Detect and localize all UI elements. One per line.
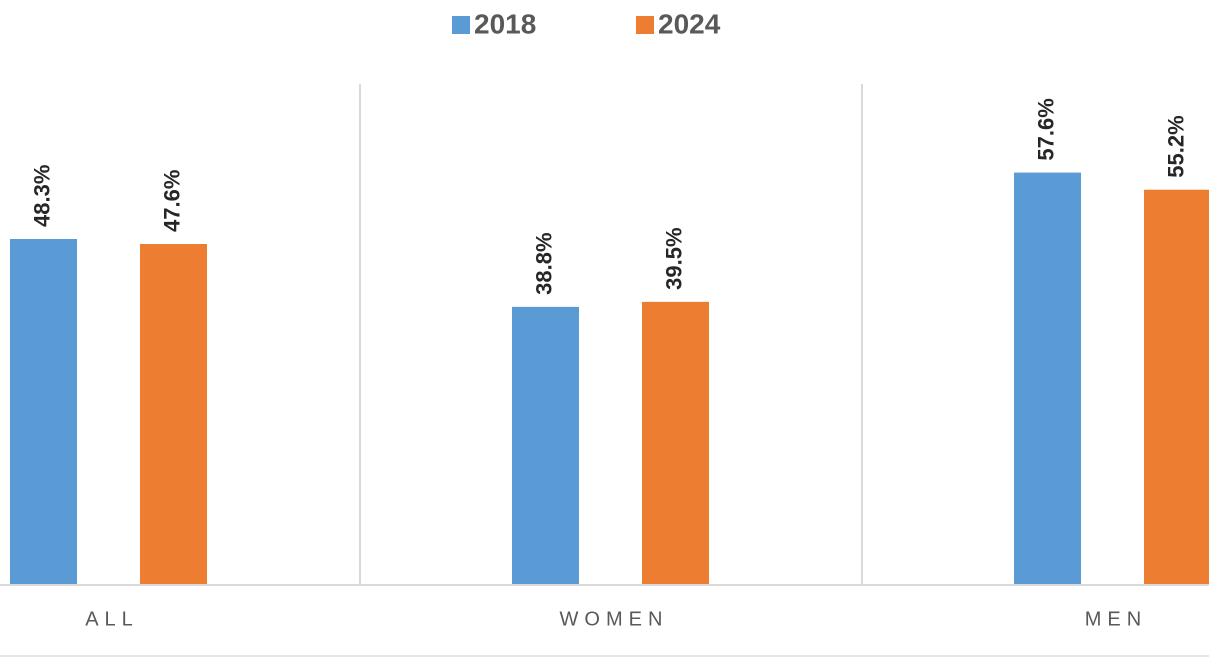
bar <box>10 239 77 584</box>
x-tick-label: MEN <box>1085 608 1147 630</box>
bar <box>512 306 579 584</box>
bar <box>140 244 207 584</box>
x-tick-label: ALL <box>85 608 139 630</box>
bar <box>1144 189 1209 584</box>
data-label: 55.2% <box>1163 115 1188 177</box>
legend-label: 2024 <box>658 8 721 39</box>
legend-label: 2018 <box>474 8 536 39</box>
data-label: 47.6% <box>159 170 184 232</box>
x-tick-label: WOMEN <box>560 608 669 630</box>
bar <box>642 301 709 584</box>
legend-swatch <box>636 16 654 34</box>
data-label: 39.5% <box>661 227 686 289</box>
data-label: 57.6% <box>1033 98 1058 160</box>
legend-swatch <box>452 16 470 34</box>
data-label: 38.8% <box>531 232 556 294</box>
bar <box>1014 172 1081 585</box>
data-label: 48.3% <box>29 165 54 227</box>
